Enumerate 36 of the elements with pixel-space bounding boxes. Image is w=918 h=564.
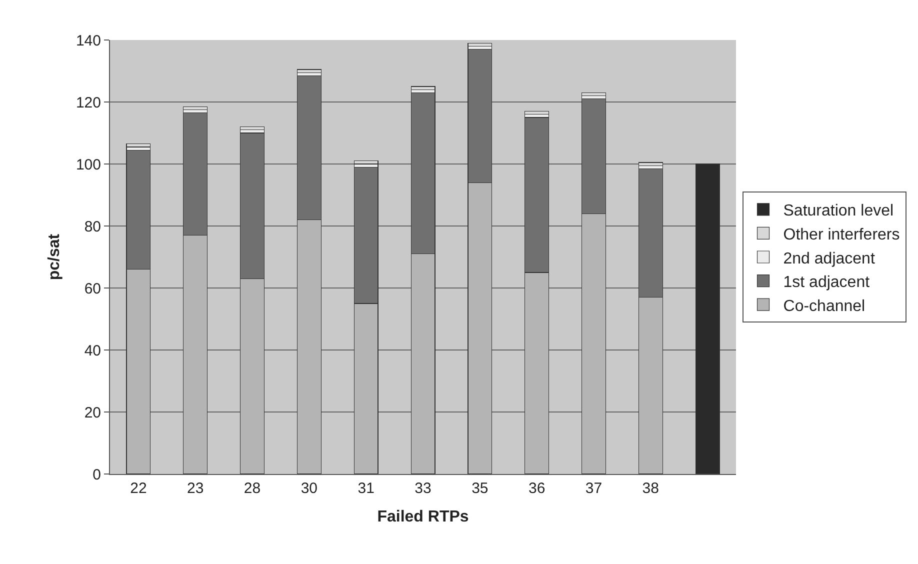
bar [126, 144, 151, 148]
bar [240, 126, 265, 130]
legend-label: 2nd adjacent [783, 250, 876, 268]
y-tick-label: 120 [76, 94, 101, 112]
x-tick-label: 30 [300, 480, 318, 497]
bar [354, 160, 378, 164]
bar [695, 164, 720, 474]
bar [581, 92, 606, 96]
y-tick-label: 40 [84, 342, 101, 360]
y-tick-label: 20 [84, 404, 101, 422]
bar [638, 162, 663, 166]
y-tick-label: 140 [76, 32, 101, 50]
x-tick-label: 31 [358, 480, 374, 497]
x-tick-label: 36 [528, 480, 546, 497]
bar [468, 42, 492, 46]
y-axis-title: pc/sat [46, 233, 63, 280]
bar [183, 106, 208, 110]
legend-label: Saturation level [783, 202, 894, 220]
x-tick-label: 38 [642, 480, 659, 497]
y-tick-label: 100 [76, 156, 101, 174]
x-axis-title: Failed RTPs [377, 508, 469, 526]
x-tick-label: 35 [472, 480, 488, 497]
x-tick-label: 37 [585, 480, 602, 497]
bar [296, 69, 322, 73]
bar [410, 86, 436, 90]
bar [524, 111, 550, 115]
x-tick-label: 23 [187, 480, 204, 497]
x-tick-label: 22 [130, 480, 147, 497]
y-tick-label: 0 [92, 466, 101, 484]
x-tick-label: 28 [244, 480, 261, 497]
legend-label: 1st adjacent [783, 274, 870, 292]
y-tick-label: 80 [84, 218, 101, 236]
y-tick-label: 60 [84, 280, 101, 298]
x-tick-label: 33 [414, 480, 432, 497]
legend-label: Co-channel [783, 298, 866, 315]
legend-label: Other interferers [783, 226, 900, 244]
